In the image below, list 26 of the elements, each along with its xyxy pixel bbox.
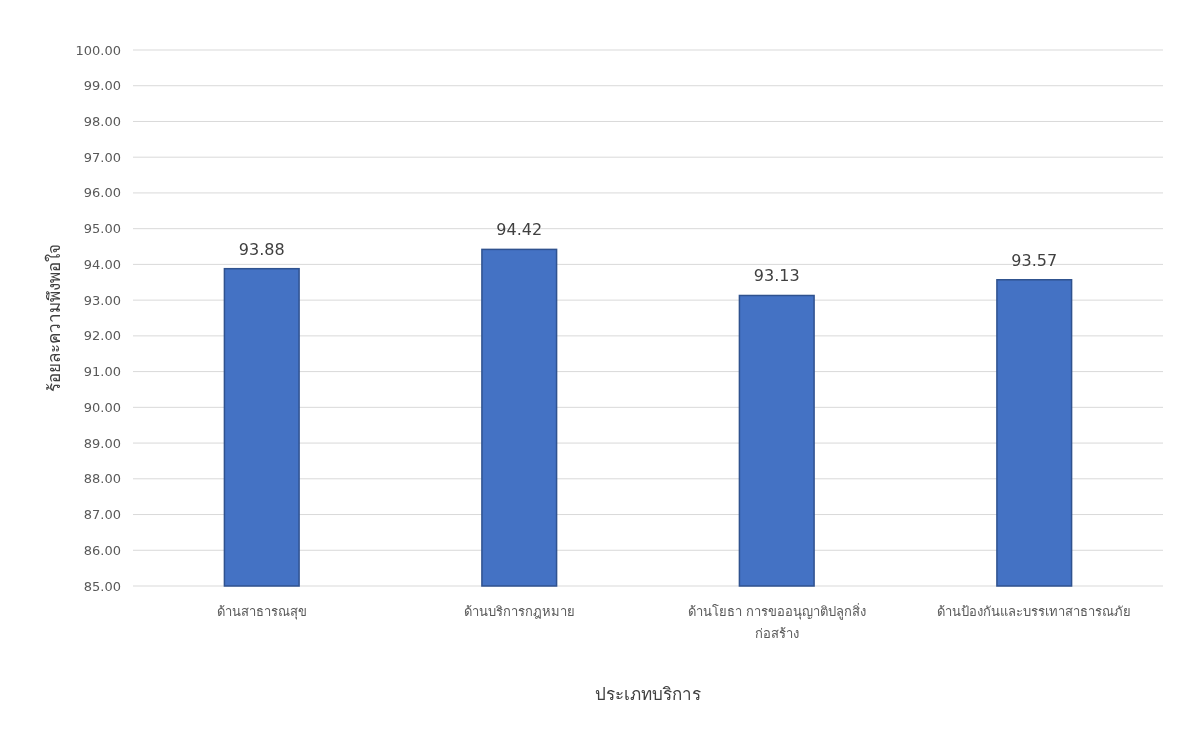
y-tick-label: 96.00 bbox=[83, 185, 121, 201]
y-tick-label: 93.00 bbox=[83, 292, 121, 308]
data-label: 93.13 bbox=[753, 266, 800, 286]
y-axis-title: ร้อยละความพึงพอใจ bbox=[44, 244, 64, 392]
y-tick-label: 95.00 bbox=[83, 221, 121, 237]
data-label: 93.88 bbox=[238, 239, 285, 259]
y-tick-label: 99.00 bbox=[83, 78, 121, 94]
y-tick-label: 98.00 bbox=[83, 114, 121, 130]
y-tick-label: 85.00 bbox=[83, 578, 121, 594]
y-tick-label: 88.00 bbox=[83, 471, 121, 487]
y-tick-label: 89.00 bbox=[83, 435, 121, 451]
y-tick-label: 100.00 bbox=[75, 42, 121, 58]
y-tick-label: 94.00 bbox=[83, 256, 121, 272]
data-label: 93.57 bbox=[1011, 250, 1058, 270]
x-tick-label: ด้านบริการกฎหมาย bbox=[463, 604, 575, 619]
x-tick-label: ด้านป้องกันและบรรเทาสาธารณภัย bbox=[937, 604, 1132, 619]
y-tick-label: 90.00 bbox=[83, 399, 121, 415]
y-tick-label: 92.00 bbox=[83, 328, 121, 344]
x-tick-label: ด้านสาธารณสุข bbox=[216, 604, 307, 620]
y-tick-label: 91.00 bbox=[83, 364, 121, 380]
y-tick-label: 86.00 bbox=[83, 542, 121, 558]
x-tick-label: ด้านโยธา การขออนุญาติปลูกสิ่งก่อสร้าง bbox=[687, 603, 866, 641]
data-label: 94.42 bbox=[496, 220, 543, 240]
y-tick-label: 87.00 bbox=[83, 507, 121, 523]
y-tick-label: 97.00 bbox=[83, 149, 121, 165]
x-axis-title: ประเภทบริการ bbox=[595, 684, 701, 704]
